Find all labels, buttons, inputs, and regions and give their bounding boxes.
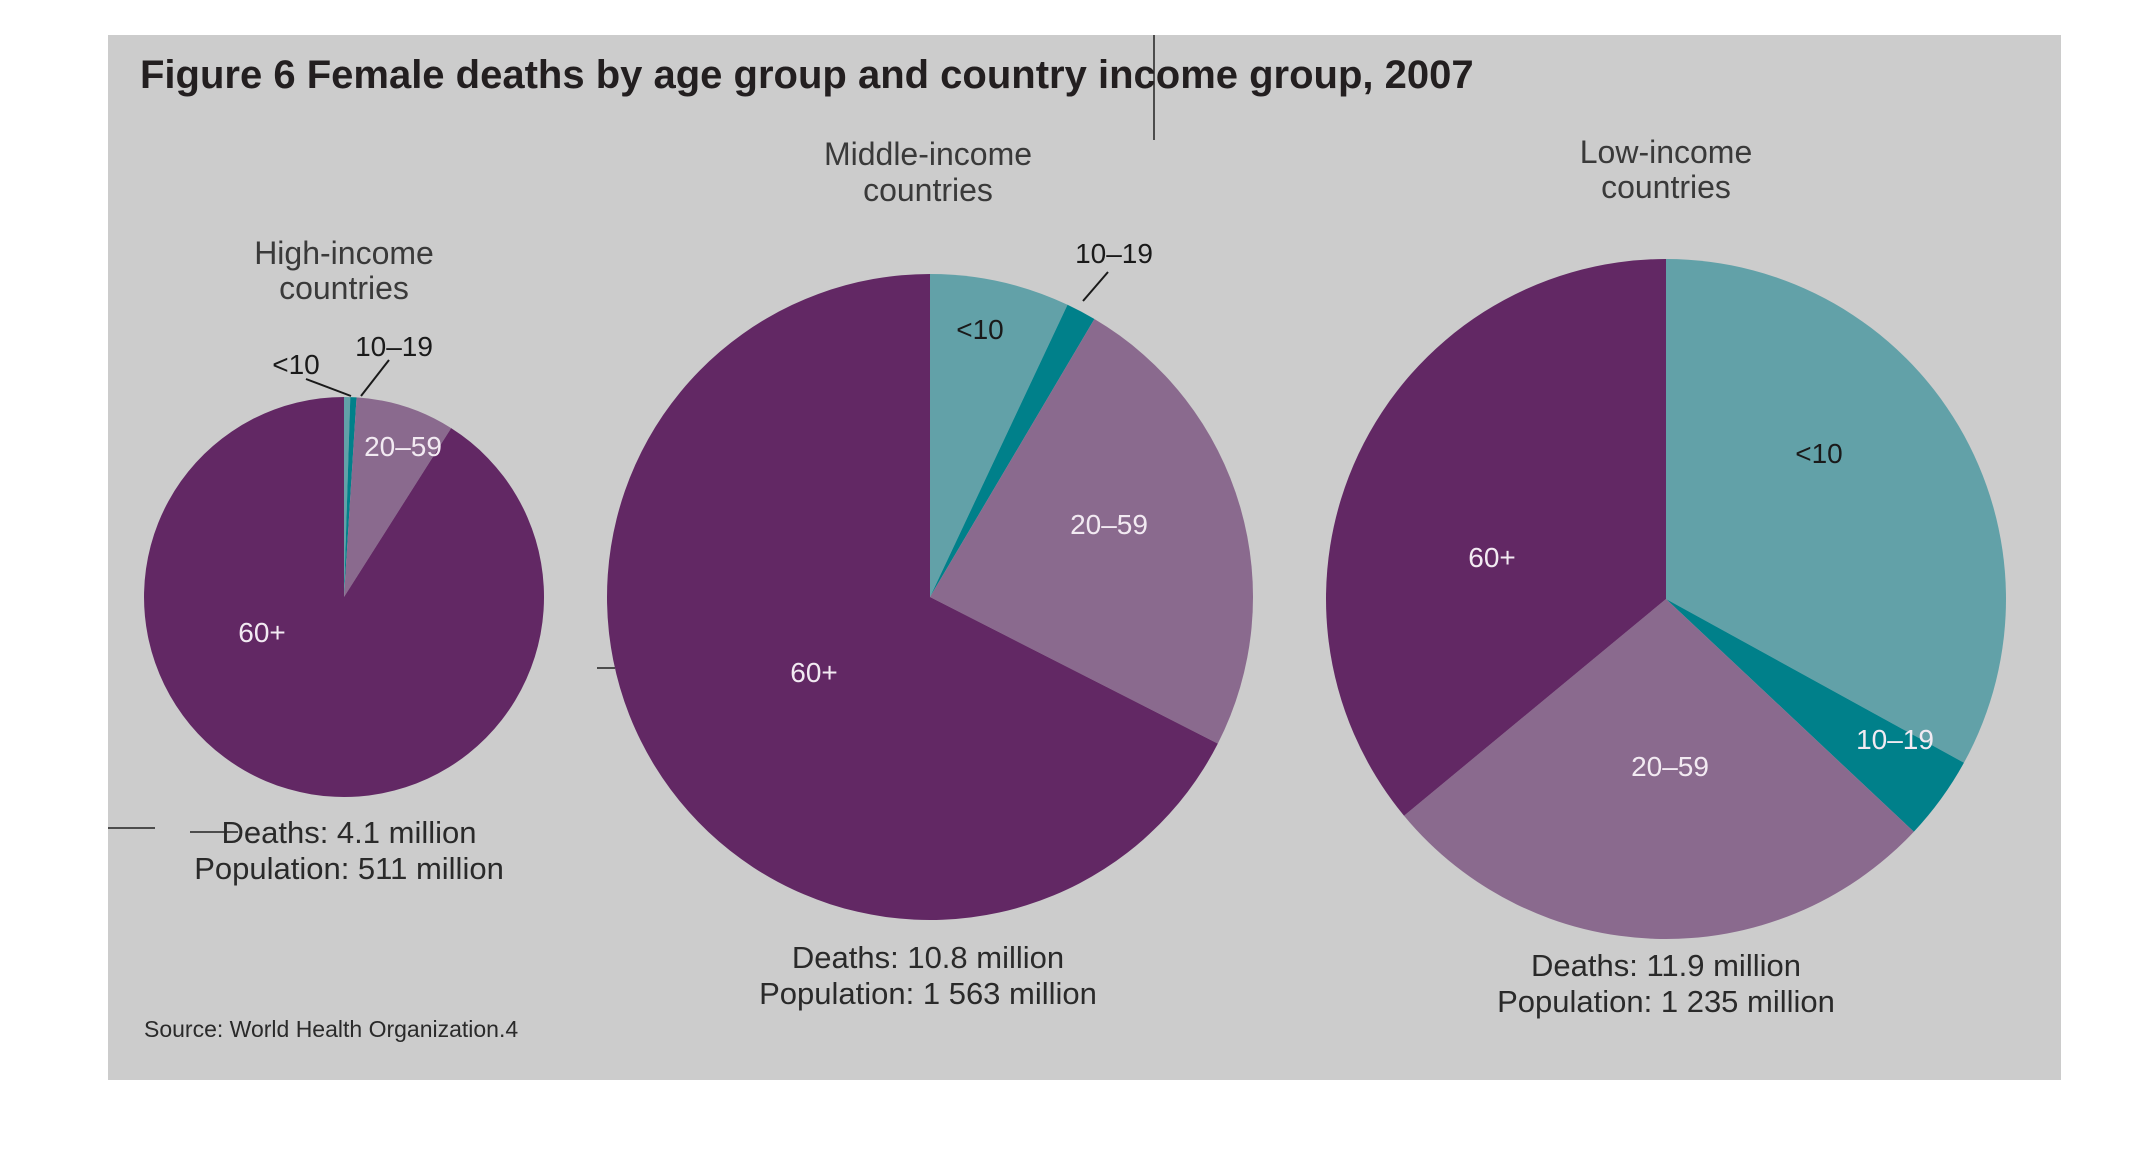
slice-label-10-19: 10–19 — [1856, 724, 1934, 755]
slice-label-20-59: 20–59 — [1631, 751, 1709, 782]
slice-label-20-59: 20–59 — [1070, 509, 1148, 540]
slice-60-plus — [607, 274, 1218, 920]
slice-20-59 — [344, 397, 452, 597]
pie-low-income: Low-income countries <10 10–19 20–59 60+… — [1326, 134, 2006, 1019]
slice-label-60-plus: 60+ — [790, 657, 838, 688]
slice-under-10 — [930, 274, 1068, 597]
population-note: Population: 511 million — [194, 851, 504, 886]
population-note: Population: 1 563 million — [759, 976, 1097, 1011]
deaths-note: Deaths: 4.1 million — [221, 815, 476, 850]
pie-slices — [607, 274, 1254, 920]
pie-title-line: Middle-income — [824, 136, 1032, 172]
pie-title-line: Low-income — [1580, 134, 1753, 170]
slice-10-19 — [1666, 599, 1964, 832]
slice-under-10 — [344, 397, 351, 597]
slice-20-59 — [1404, 599, 1914, 939]
leader-line-10-19 — [360, 359, 390, 397]
pie-slices — [144, 397, 545, 798]
slice-under-10 — [1666, 259, 2006, 763]
source-note: Source: World Health Organization.4 — [144, 1016, 518, 1042]
slice-60-plus — [144, 397, 545, 798]
pie-title-line: countries — [279, 270, 409, 306]
slice-label-60-plus: 60+ — [1468, 542, 1516, 573]
slice-label-20-59: 20–59 — [364, 431, 442, 462]
slice-label-10-19: 10–19 — [355, 331, 433, 362]
slice-20-59 — [930, 318, 1254, 744]
pie-middle-income: Middle-income countries <10 10–19 20–59 … — [607, 136, 1254, 1011]
slice-label-under-10: <10 — [1795, 438, 1843, 469]
slice-10-19 — [344, 397, 357, 597]
slice-60-plus — [1326, 259, 1666, 816]
deaths-note: Deaths: 10.8 million — [792, 940, 1064, 975]
slice-10-19 — [930, 304, 1095, 597]
leader-line-10-19 — [1082, 271, 1109, 302]
slice-label-under-10: <10 — [956, 314, 1004, 345]
slice-label-under-10: <10 — [272, 349, 320, 380]
leader-line-under-10 — [305, 378, 352, 397]
deaths-note: Deaths: 11.9 million — [1531, 948, 1801, 983]
pie-title-line: countries — [1601, 169, 1731, 205]
slice-label-60-plus: 60+ — [238, 617, 286, 648]
population-note: Population: 1 235 million — [1497, 984, 1835, 1019]
chart-title: Figure 6 Female deaths by age group and … — [140, 53, 1474, 97]
pie-slices — [1326, 259, 2006, 939]
pie-title-line: High-income — [254, 235, 434, 271]
slice-label-10-19: 10–19 — [1075, 238, 1153, 269]
pie-title-line: countries — [863, 172, 993, 208]
pie-high-income: High-income countries <10 10–19 20–59 60… — [144, 235, 545, 886]
